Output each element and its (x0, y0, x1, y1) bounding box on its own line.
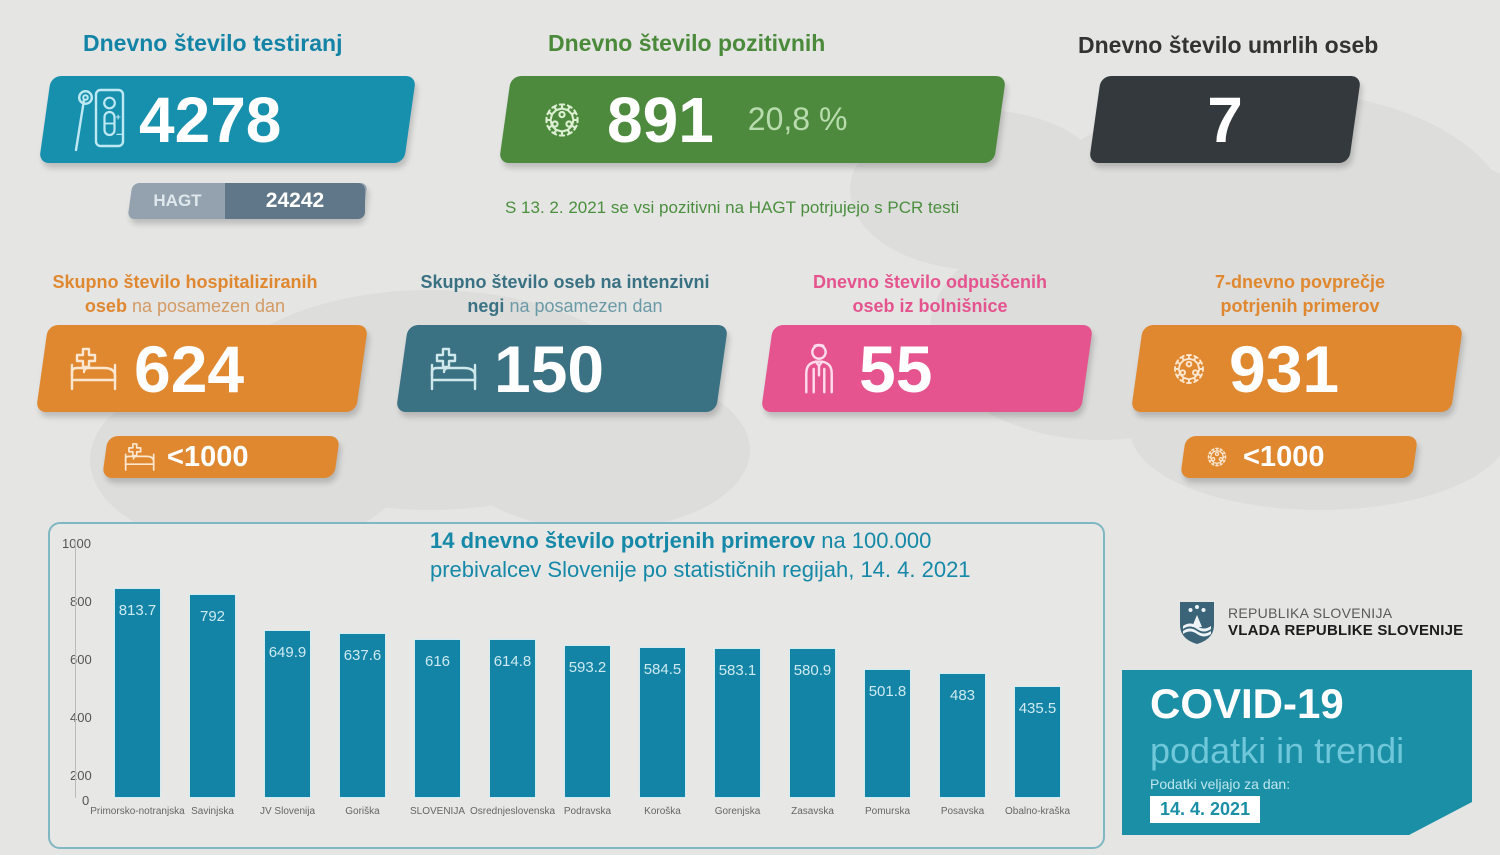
svg-text:+: + (116, 112, 121, 122)
svg-text:−: − (116, 129, 122, 141)
